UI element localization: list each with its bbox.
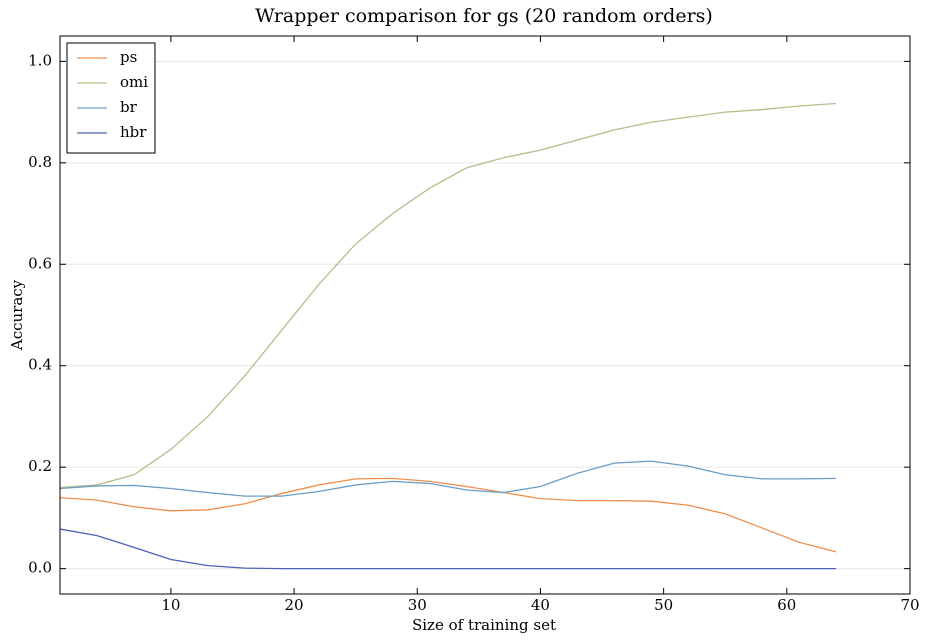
- chart-title: Wrapper comparison for gs (20 random ord…: [255, 5, 713, 27]
- y-tick-label: 0.6: [28, 254, 52, 272]
- legend-label: br: [120, 98, 138, 116]
- series-line: [59, 102, 837, 489]
- x-tick-label: 10: [161, 596, 180, 614]
- y-axis-label: Accuracy: [8, 279, 26, 351]
- y-tick-label: 1.0: [28, 51, 52, 69]
- series-line: [59, 477, 837, 553]
- legend-label: hbr: [120, 123, 147, 141]
- y-tick-label: 0.8: [28, 153, 52, 171]
- y-tick-label: 0.2: [28, 457, 52, 475]
- x-tick-label: 60: [777, 596, 796, 614]
- y-tick-label: 0.0: [28, 559, 52, 577]
- series-line: [59, 460, 837, 497]
- legend-label: ps: [120, 48, 137, 66]
- x-tick-label: 40: [531, 596, 550, 614]
- x-tick-label: 50: [654, 596, 673, 614]
- y-tick-label: 0.4: [28, 356, 52, 374]
- plot-frame: [59, 35, 911, 595]
- x-tick-label: 30: [408, 596, 427, 614]
- x-axis-label: Size of training set: [412, 616, 556, 634]
- legend-box: [66, 42, 156, 154]
- x-tick-label: 70: [900, 596, 919, 614]
- legend-label: omi: [120, 73, 148, 91]
- x-tick-label: 20: [285, 596, 304, 614]
- series-line: [59, 528, 837, 570]
